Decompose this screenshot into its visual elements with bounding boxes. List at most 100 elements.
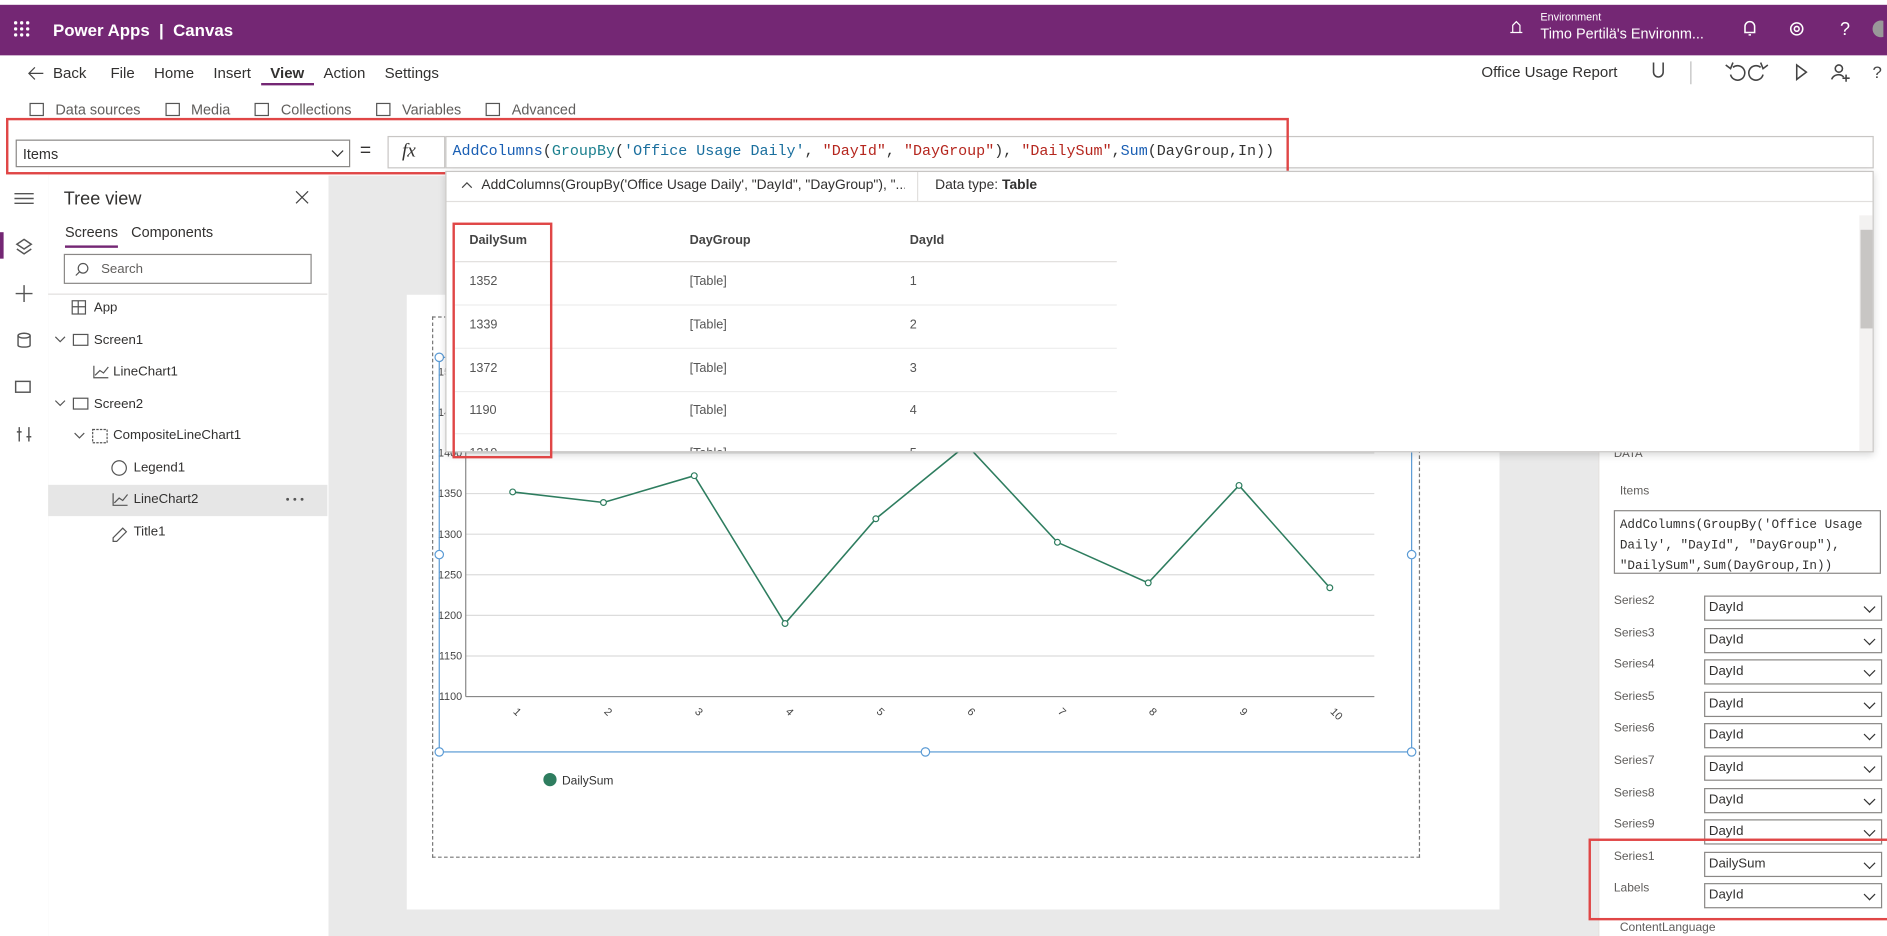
x-tick-label: 10 <box>1328 706 1345 723</box>
menu-item[interactable]: Insert <box>213 64 251 82</box>
menu-item[interactable]: Action <box>323 64 366 82</box>
toolbar-item[interactable]: Variables <box>376 101 461 118</box>
icon-shape <box>254 102 270 117</box>
x-tick-label: 7 <box>1055 706 1068 719</box>
property-dropdown[interactable]: DailySum <box>1704 851 1883 877</box>
resize-handle[interactable] <box>920 747 931 757</box>
selected-row <box>48 484 328 517</box>
tab[interactable]: Components <box>131 223 214 241</box>
property-label: Series7 <box>1613 754 1655 768</box>
y-tick-label: 1300 <box>438 529 462 541</box>
collapse-icon[interactable] <box>461 180 473 190</box>
property-dropdown[interactable]: DayId <box>1704 659 1883 685</box>
menu-item[interactable]: Settings <box>384 64 439 82</box>
toolbar-item[interactable]: Collections <box>254 101 352 118</box>
command-icons[interactable]: ? <box>1625 58 1887 87</box>
legend-swatch <box>543 772 557 787</box>
property-dropdown[interactable]: DayId <box>1704 755 1883 781</box>
property-dropdown[interactable]: DayId <box>1704 883 1883 909</box>
environment-icon <box>1510 20 1523 34</box>
toolbar-item[interactable]: Media <box>165 101 230 118</box>
tree-item[interactable]: LineChart2 <box>133 492 199 507</box>
dropdown-value: DayId <box>1708 792 1744 807</box>
items-formula[interactable]: AddColumns(GroupBy('Office Usage Daily',… <box>1613 510 1881 574</box>
popup-header <box>446 172 1873 203</box>
back-arrow[interactable] <box>26 65 45 82</box>
icon-shape <box>165 102 180 117</box>
menu-item[interactable]: Back <box>52 64 87 82</box>
x-tick-label: 2 <box>601 706 614 719</box>
data-point <box>781 620 789 627</box>
property-dropdown[interactable]: DayId <box>1704 723 1883 749</box>
tab[interactable]: Screens <box>64 224 118 248</box>
formula-token: ( <box>542 143 552 161</box>
tree-item[interactable]: Screen1 <box>93 333 144 348</box>
search-box[interactable]: Search <box>63 253 312 284</box>
series-line <box>512 443 1331 625</box>
resize-handle[interactable] <box>1406 747 1417 757</box>
app-mode: Canvas <box>173 20 234 40</box>
formula-token: ( <box>615 143 625 161</box>
icon-shape <box>485 102 501 117</box>
resize-handle[interactable] <box>434 549 445 560</box>
toolbar-label: Advanced <box>511 101 576 118</box>
row-divider <box>454 390 1117 392</box>
table-cell: [Table] <box>690 447 727 452</box>
app-title: Power Apps | Canvas <box>53 20 233 39</box>
dropdown-value: DailySum <box>1708 856 1766 871</box>
table-cell: [Table] <box>689 317 727 332</box>
toolbar-item[interactable]: Advanced <box>485 101 576 118</box>
property-label: Series6 <box>1613 722 1655 736</box>
property-dropdown[interactable]: DayId <box>1704 691 1883 717</box>
resize-handle[interactable] <box>1406 549 1417 560</box>
property-label: Series1 <box>1613 850 1655 864</box>
y-tick-label: 1200 <box>438 610 462 622</box>
resize-handle[interactable] <box>434 747 445 757</box>
formula-token: , <box>804 143 823 161</box>
y-tick-label: 1400 <box>438 448 462 460</box>
icon-shape <box>29 102 44 117</box>
menu-item[interactable]: File <box>110 64 135 82</box>
highlight-box <box>1588 838 1887 921</box>
property-dropdown[interactable]: Items <box>15 139 351 168</box>
table-cell: 1372 <box>469 360 498 375</box>
tree-item[interactable]: Title1 <box>133 524 166 539</box>
header-icons[interactable]: ? <box>1739 18 1884 40</box>
tree-item[interactable]: CompositeLineChart1 <box>113 428 242 443</box>
data-type: Data type: Table <box>935 178 1037 192</box>
table-cell: 5 <box>910 447 917 452</box>
tree-item[interactable]: Legend1 <box>133 460 186 476</box>
close-icon[interactable] <box>295 190 309 204</box>
formula-input[interactable] <box>445 135 1874 169</box>
type-label: Data type: <box>935 178 999 193</box>
formula-token: ), <box>994 143 1022 161</box>
scroll-thumb[interactable] <box>1860 229 1873 329</box>
property-label: Labels <box>1613 882 1650 896</box>
y-tick-label: 1150 <box>439 651 462 663</box>
toolbar-item[interactable]: Data sources <box>29 101 140 118</box>
property-dropdown[interactable]: DayId <box>1704 627 1883 653</box>
table-cell: 1352 <box>469 274 498 289</box>
toolbar-icon <box>254 102 270 117</box>
svg-text:?: ? <box>1873 63 1882 82</box>
formula-token: , <box>1111 143 1121 161</box>
left-rail <box>0 175 50 936</box>
tree-item[interactable]: App <box>93 300 118 316</box>
tree-item[interactable]: Screen2 <box>93 397 144 412</box>
dropdown-value: DayId <box>1708 600 1744 615</box>
fx-button[interactable]: fx <box>387 135 446 169</box>
toolbar-icon <box>485 102 501 117</box>
resize-handle[interactable] <box>434 352 445 363</box>
environment-name[interactable]: Timo Pertilä's Environm... <box>1540 25 1704 43</box>
property-dropdown[interactable]: DayId <box>1704 595 1883 621</box>
property-dropdown[interactable]: DayId <box>1704 787 1883 813</box>
tree-item[interactable]: LineChart1 <box>113 364 178 379</box>
menu-item[interactable]: Home <box>153 64 195 82</box>
waffle-icon[interactable] <box>13 20 30 37</box>
highlight-box <box>452 222 553 459</box>
rail-icons[interactable] <box>12 186 36 451</box>
menu-item[interactable]: View <box>261 65 314 85</box>
table-cell: 1190 <box>469 403 497 418</box>
